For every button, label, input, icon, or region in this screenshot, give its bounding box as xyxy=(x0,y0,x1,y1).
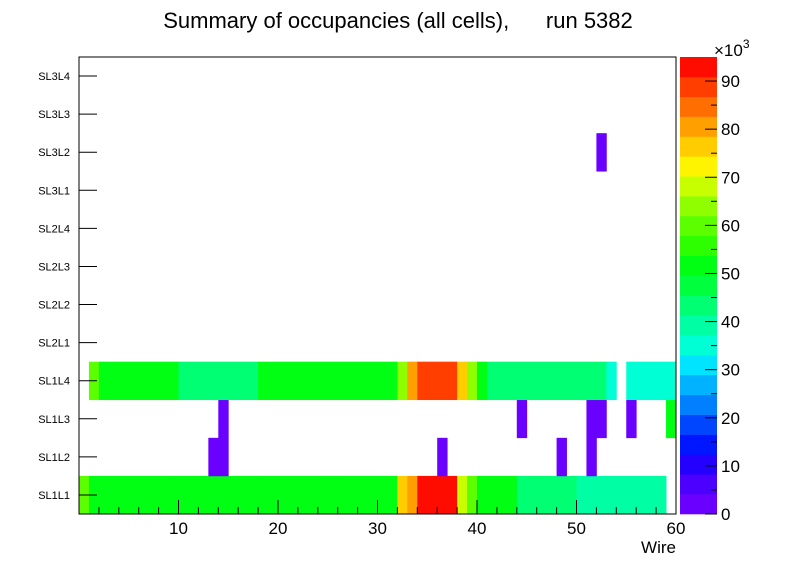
color-scale-segment xyxy=(680,454,717,475)
color-scale-multiplier: ×103 xyxy=(714,37,750,60)
y-tick-label: SL1L2 xyxy=(38,452,70,464)
chart-title: Summary of occupancies (all cells), run … xyxy=(163,8,633,33)
y-tick-label: SL1L3 xyxy=(38,414,70,426)
heatmap-cell-sl1l1 xyxy=(258,475,329,515)
color-scale-segment xyxy=(680,275,717,296)
heatmap-cell-sl1l1 xyxy=(337,475,398,515)
color-scale-tick-label: 30 xyxy=(721,361,740,380)
color-scale-segment xyxy=(680,494,717,515)
heatmap-cell-sl1l4 xyxy=(467,361,478,401)
y-tick-label: SL2L2 xyxy=(38,300,70,312)
color-scale-segment xyxy=(680,434,717,455)
color-scale-segment xyxy=(680,355,717,376)
color-scale-segment xyxy=(680,255,717,276)
color-scale-segment xyxy=(680,235,717,256)
y-tick-label: SL1L4 xyxy=(38,376,70,388)
color-scale-segment xyxy=(680,156,717,177)
y-tick-label: SL3L2 xyxy=(38,147,70,159)
heatmap-cell-sl1l4 xyxy=(626,361,677,401)
x-tick-label: 20 xyxy=(269,519,288,538)
color-scale-segment xyxy=(680,215,717,237)
heatmap-cell-sl1l4 xyxy=(417,361,458,401)
heatmap-cell-sl1l1 xyxy=(576,475,667,515)
color-scale-segment xyxy=(680,394,717,415)
y-tick-label: SL2L3 xyxy=(38,261,70,273)
heatmap-cell-sl1l3 xyxy=(218,399,229,439)
color-scale-segment xyxy=(680,374,717,396)
heatmap-cell-sl3l2 xyxy=(596,133,607,172)
color-scale-segment xyxy=(680,57,717,78)
heatmap-cell-sl1l4 xyxy=(457,361,468,401)
heatmap-cell-sl1l4 xyxy=(477,361,488,401)
color-scale-segment xyxy=(680,315,717,336)
x-axis-label: Wire xyxy=(641,538,676,557)
heatmap-cell-sl1l3 xyxy=(626,399,637,439)
color-scale: 0 10 20 30 40 50 60 70 80 90 xyxy=(680,57,740,524)
color-scale-tick-label: 50 xyxy=(721,264,740,283)
color-scale-tick-label: 80 xyxy=(721,120,740,139)
heatmap-cell-sl1l1 xyxy=(397,475,408,515)
heatmap-cell-sl1l3 xyxy=(586,399,607,439)
heatmap-cell-sl1l1 xyxy=(407,475,418,515)
heatmap-cell-sl1l4 xyxy=(606,361,617,401)
y-tick-label: SL3L1 xyxy=(38,185,70,197)
heatmap-cell-sl1l2 xyxy=(208,437,229,477)
color-scale-tick-label: 0 xyxy=(721,505,730,524)
heatmap-cell-sl1l1 xyxy=(457,475,468,515)
color-scale-tick-label: 40 xyxy=(721,313,740,332)
color-scale-segment xyxy=(680,96,717,117)
x-tick-label: 10 xyxy=(169,519,188,538)
x-tick-label: 60 xyxy=(667,519,686,538)
color-scale-segment xyxy=(680,136,717,157)
heatmap-cell-sl1l1 xyxy=(516,475,577,515)
heatmap-cell-sl1l1 xyxy=(168,475,259,515)
heatmap-cell-sl1l4 xyxy=(397,361,408,401)
heatmap-cell-sl1l4 xyxy=(407,361,418,401)
color-scale-segment xyxy=(680,295,717,316)
color-scale-segment xyxy=(680,176,717,197)
heatmap-cell-sl1l1 xyxy=(327,475,339,515)
heatmap-cell-sl1l4 xyxy=(178,361,259,401)
heatmap-cell-sl1l2 xyxy=(437,437,448,477)
heatmap-cell-sl1l2 xyxy=(556,437,567,477)
color-scale-multiplier-base: ×10 xyxy=(714,41,743,60)
color-scale-tick-label: 20 xyxy=(721,409,740,428)
y-tick-label: SL3L3 xyxy=(38,109,70,121)
color-scale-tick-label: 10 xyxy=(721,457,740,476)
heatmap-cell-sl1l3 xyxy=(666,399,677,439)
color-scale-segment xyxy=(680,474,717,495)
y-tick-label: SL1L1 xyxy=(38,490,70,502)
y-axis: SL1L1 SL1L2 SL1L3 SL1L4 SL2L1 SL2L2 SL2L3 SL2L4… xyxy=(38,71,97,502)
heatmap-cell-sl1l2 xyxy=(586,437,597,477)
x-tick-label: 30 xyxy=(368,519,387,538)
x-tick-label: 40 xyxy=(468,519,487,538)
heatmap-cell-sl1l1 xyxy=(467,475,478,515)
x-axis: 10 20 30 40 50 60 xyxy=(98,500,686,538)
color-scale-multiplier-exponent: 3 xyxy=(743,37,750,51)
x-tick-label: 50 xyxy=(567,519,586,538)
color-scale-segment xyxy=(680,414,717,435)
y-tick-label: SL2L4 xyxy=(38,223,70,235)
heatmap-cell-sl1l4 xyxy=(98,361,179,401)
heatmap-cells xyxy=(79,133,677,515)
color-scale-tick-label: 60 xyxy=(721,216,740,235)
heatmap-cell-sl1l1 xyxy=(88,475,169,515)
heatmap-cell-sl1l3 xyxy=(516,399,528,439)
color-scale-segment xyxy=(680,116,717,137)
color-scale-segment xyxy=(680,335,717,356)
heatmap-cell-sl1l4 xyxy=(536,361,607,401)
color-scale-segment xyxy=(680,76,717,98)
y-tick-label: SL2L1 xyxy=(38,338,70,350)
heatmap-cell-sl1l4 xyxy=(486,361,538,401)
color-scale-tick-label: 70 xyxy=(721,168,740,187)
color-scale-tick-label: 90 xyxy=(721,72,740,91)
color-scale-segment xyxy=(680,196,717,217)
y-tick-label: SL3L4 xyxy=(38,71,70,83)
heatmap-cell-sl1l4 xyxy=(258,361,398,401)
